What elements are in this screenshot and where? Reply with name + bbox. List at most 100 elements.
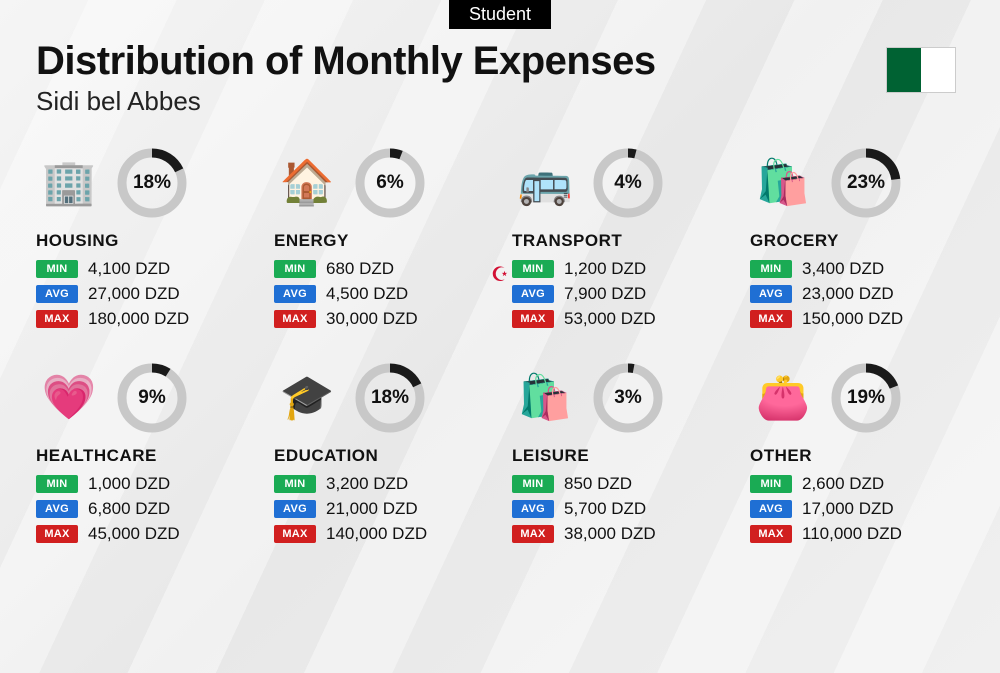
grocery-icon: 🛍️ xyxy=(750,150,816,216)
stat-min: MIN 680 DZD xyxy=(274,259,488,279)
stat-min: MIN 1,200 DZD xyxy=(512,259,726,279)
value-min: 3,400 DZD xyxy=(802,259,884,279)
category-name: HOUSING xyxy=(36,231,250,251)
stat-max: MAX 30,000 DZD xyxy=(274,309,488,329)
category-name: HEALTHCARE xyxy=(36,446,250,466)
tag-max: MAX xyxy=(36,310,78,328)
tag-avg: AVG xyxy=(512,285,554,303)
tag-min: MIN xyxy=(512,260,554,278)
tag-max: MAX xyxy=(512,525,554,543)
percent-label: 9% xyxy=(116,362,188,434)
percent-ring-transport: 4% xyxy=(592,147,664,219)
stat-avg: AVG 17,000 DZD xyxy=(750,499,964,519)
value-min: 1,200 DZD xyxy=(564,259,646,279)
value-min: 4,100 DZD xyxy=(88,259,170,279)
value-min: 3,200 DZD xyxy=(326,474,408,494)
stat-min: MIN 2,600 DZD xyxy=(750,474,964,494)
tag-min: MIN xyxy=(36,260,78,278)
tag-min: MIN xyxy=(274,260,316,278)
flag-algeria: ☪ xyxy=(886,47,956,93)
category-card-housing: 🏢 18% HOUSING MIN 4,100 DZD AVG 27,000 D… xyxy=(36,147,250,334)
tag-max: MAX xyxy=(36,525,78,543)
tag-avg: AVG xyxy=(274,500,316,518)
stat-avg: AVG 23,000 DZD xyxy=(750,284,964,304)
value-min: 850 DZD xyxy=(564,474,632,494)
category-card-transport: 🚌 4% TRANSPORT MIN 1,200 DZD AVG 7,900 D… xyxy=(512,147,726,334)
value-avg: 6,800 DZD xyxy=(88,499,170,519)
category-card-energy: 🏠 6% ENERGY MIN 680 DZD AVG 4,500 DZD MA… xyxy=(274,147,488,334)
transport-icon: 🚌 xyxy=(512,150,578,216)
tag-max: MAX xyxy=(750,525,792,543)
tag-max: MAX xyxy=(274,525,316,543)
percent-ring-other: 19% xyxy=(830,362,902,434)
stat-avg: AVG 4,500 DZD xyxy=(274,284,488,304)
value-max: 140,000 DZD xyxy=(326,524,427,544)
category-card-healthcare: 💗 9% HEALTHCARE MIN 1,000 DZD AVG 6,800 … xyxy=(36,362,250,549)
tag-min: MIN xyxy=(274,475,316,493)
stat-min: MIN 3,200 DZD xyxy=(274,474,488,494)
stat-min: MIN 850 DZD xyxy=(512,474,726,494)
stat-max: MAX 38,000 DZD xyxy=(512,524,726,544)
page-title: Distribution of Monthly Expenses xyxy=(36,39,656,84)
tag-avg: AVG xyxy=(512,500,554,518)
tag-min: MIN xyxy=(750,475,792,493)
tag-avg: AVG xyxy=(750,285,792,303)
stat-avg: AVG 27,000 DZD xyxy=(36,284,250,304)
percent-ring-grocery: 23% xyxy=(830,147,902,219)
stat-max: MAX 45,000 DZD xyxy=(36,524,250,544)
value-min: 1,000 DZD xyxy=(88,474,170,494)
category-name: LEISURE xyxy=(512,446,726,466)
value-avg: 23,000 DZD xyxy=(802,284,894,304)
tag-max: MAX xyxy=(512,310,554,328)
value-min: 2,600 DZD xyxy=(802,474,884,494)
stat-avg: AVG 5,700 DZD xyxy=(512,499,726,519)
percent-ring-energy: 6% xyxy=(354,147,426,219)
value-max: 110,000 DZD xyxy=(802,524,902,544)
value-avg: 27,000 DZD xyxy=(88,284,180,304)
tag-min: MIN xyxy=(512,475,554,493)
stat-max: MAX 150,000 DZD xyxy=(750,309,964,329)
percent-label: 18% xyxy=(116,147,188,219)
header: Distribution of Monthly Expenses Sidi be… xyxy=(36,39,964,117)
stat-max: MAX 140,000 DZD xyxy=(274,524,488,544)
stat-min: MIN 3,400 DZD xyxy=(750,259,964,279)
percent-label: 18% xyxy=(354,362,426,434)
value-max: 38,000 DZD xyxy=(564,524,656,544)
stat-avg: AVG 21,000 DZD xyxy=(274,499,488,519)
percent-label: 3% xyxy=(592,362,664,434)
percent-ring-housing: 18% xyxy=(116,147,188,219)
tag-avg: AVG xyxy=(750,500,792,518)
badge-student: Student xyxy=(449,0,551,29)
percent-label: 23% xyxy=(830,147,902,219)
percent-ring-education: 18% xyxy=(354,362,426,434)
value-max: 53,000 DZD xyxy=(564,309,656,329)
value-avg: 21,000 DZD xyxy=(326,499,418,519)
stat-min: MIN 1,000 DZD xyxy=(36,474,250,494)
percent-label: 19% xyxy=(830,362,902,434)
value-avg: 17,000 DZD xyxy=(802,499,894,519)
tag-max: MAX xyxy=(750,310,792,328)
page-subtitle: Sidi bel Abbes xyxy=(36,86,656,117)
category-name: TRANSPORT xyxy=(512,231,726,251)
value-avg: 7,900 DZD xyxy=(564,284,646,304)
stat-min: MIN 4,100 DZD xyxy=(36,259,250,279)
value-max: 45,000 DZD xyxy=(88,524,180,544)
percent-ring-leisure: 3% xyxy=(592,362,664,434)
value-max: 180,000 DZD xyxy=(88,309,189,329)
category-card-education: 🎓 18% EDUCATION MIN 3,200 DZD AVG 21,000… xyxy=(274,362,488,549)
healthcare-icon: 💗 xyxy=(36,365,102,431)
stat-max: MAX 53,000 DZD xyxy=(512,309,726,329)
percent-label: 4% xyxy=(592,147,664,219)
tag-avg: AVG xyxy=(36,285,78,303)
education-icon: 🎓 xyxy=(274,365,340,431)
leisure-icon: 🛍️ xyxy=(512,365,578,431)
category-card-grocery: 🛍️ 23% GROCERY MIN 3,400 DZD AVG 23,000 … xyxy=(750,147,964,334)
value-min: 680 DZD xyxy=(326,259,394,279)
category-card-leisure: 🛍️ 3% LEISURE MIN 850 DZD AVG 5,700 DZD … xyxy=(512,362,726,549)
percent-label: 6% xyxy=(354,147,426,219)
value-max: 30,000 DZD xyxy=(326,309,418,329)
stat-avg: AVG 7,900 DZD xyxy=(512,284,726,304)
housing-icon: 🏢 xyxy=(36,150,102,216)
tag-min: MIN xyxy=(750,260,792,278)
other-icon: 👛 xyxy=(750,365,816,431)
